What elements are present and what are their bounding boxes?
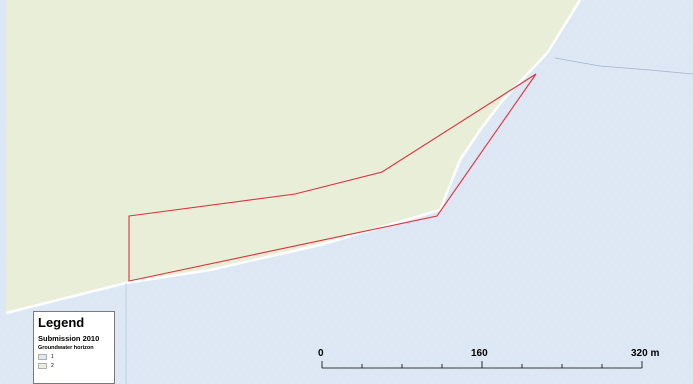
parcel-outline[interactable] <box>128 73 537 282</box>
scale-label-160: 160 <box>471 348 488 359</box>
map-legend: Legend Submission 2010 Groundwater horiz… <box>33 311 115 384</box>
legend-swatch-1 <box>38 354 47 360</box>
legend-subtitle: Submission 2010 <box>38 334 100 343</box>
legend-heading: Groundwater horizon <box>38 345 94 351</box>
ditch-line-east <box>554 57 693 75</box>
legend-item-1: 1 <box>38 354 114 360</box>
scale-label-320: 320 m <box>631 348 660 359</box>
horizon-boundary-line <box>5 0 582 315</box>
legend-label-1: 1 <box>51 354 54 360</box>
horizon-2-area <box>6 0 580 313</box>
legend-label-2: 2 <box>51 363 54 369</box>
scale-bar <box>321 361 643 369</box>
legend-swatch-2 <box>38 363 47 369</box>
legend-item-2: 2 <box>38 363 114 369</box>
scale-label-0: 0 <box>318 348 324 359</box>
legend-title: Legend <box>38 315 85 330</box>
